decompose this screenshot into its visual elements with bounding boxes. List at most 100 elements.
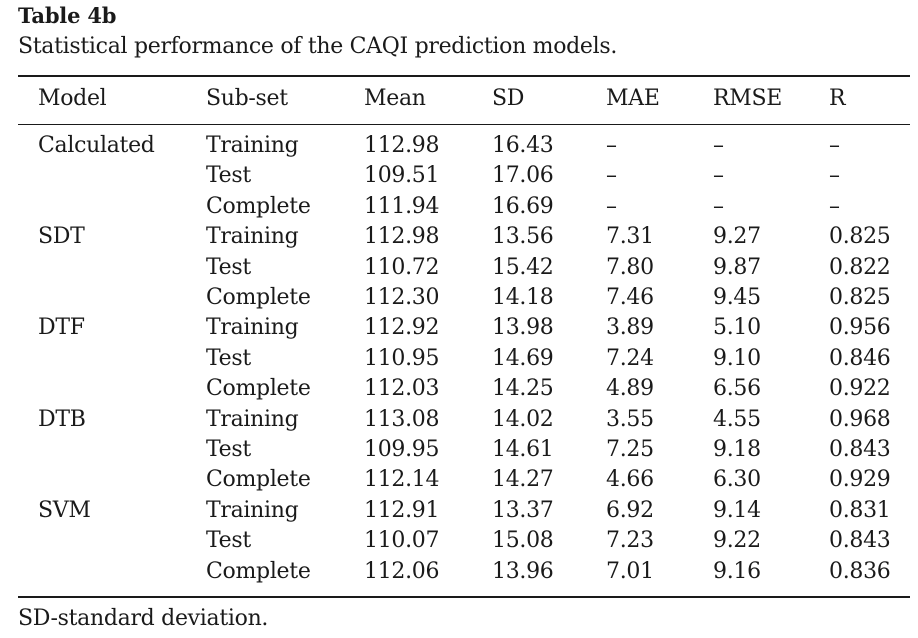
cell-model: DTB: [38, 406, 86, 432]
cell-mae: 7.24: [606, 345, 654, 371]
cell-rmse: 9.18: [713, 437, 761, 462]
cell-mae: 6.92: [606, 497, 654, 523]
cell-r: 0.843: [829, 528, 891, 554]
header-r: R: [829, 86, 846, 111]
cell-rmse: 9.27: [713, 224, 761, 250]
cell-r: 0.929: [829, 467, 891, 493]
cell-mean: 112.14: [364, 467, 440, 493]
cell-subset: Training: [206, 497, 299, 523]
cell-mean: 112.06: [364, 558, 440, 584]
cell-r: 0.825: [829, 224, 891, 250]
cell-mae: 7.80: [606, 254, 654, 280]
cell-r: 0.968: [829, 406, 891, 432]
cell-mean: 112.30: [364, 285, 440, 310]
cell-mean: 110.95: [364, 345, 440, 371]
cell-r: 0.836: [829, 558, 891, 584]
cell-subset: Test: [206, 254, 251, 280]
cell-subset: Complete: [206, 558, 311, 584]
cell-model: SVM: [38, 497, 91, 523]
table-row: Test 110.95 14.69 7.24 9.10 0.846: [0, 346, 918, 376]
header-rule: [18, 124, 910, 125]
cell-sd: 13.96: [492, 558, 554, 584]
cell-subset: Test: [206, 528, 251, 554]
cell-sd: 14.69: [492, 345, 554, 371]
cell-subset: Complete: [206, 376, 311, 402]
cell-rmse: 9.16: [713, 558, 761, 584]
table-title: Table 4b: [18, 3, 117, 28]
table-row: Complete 112.03 14.25 4.89 6.56 0.922: [0, 376, 918, 406]
cell-subset: Complete: [206, 285, 311, 310]
table-caption: Statistical performance of the CAQI pred…: [18, 34, 618, 59]
cell-rmse: 5.10: [713, 315, 761, 341]
bottom-rule: [18, 596, 910, 598]
cell-mean: 112.92: [364, 315, 440, 341]
cell-mean: 109.51: [364, 163, 440, 189]
cell-mae: 3.89: [606, 315, 654, 341]
cell-rmse: 9.14: [713, 497, 761, 523]
cell-mae: 7.31: [606, 224, 654, 250]
cell-rmse: –: [713, 163, 724, 189]
cell-subset: Complete: [206, 193, 311, 219]
cell-mean: 113.08: [364, 406, 440, 432]
table-row: SDT Training 112.98 13.56 7.31 9.27 0.825: [0, 224, 918, 254]
table-footnote: SD-standard deviation.: [18, 606, 269, 631]
cell-r: 0.846: [829, 345, 891, 371]
cell-sd: 13.56: [492, 224, 554, 250]
cell-rmse: 9.22: [713, 528, 761, 554]
cell-mean: 111.94: [364, 193, 440, 219]
top-rule: [18, 75, 910, 77]
header-rmse: RMSE: [713, 86, 783, 111]
cell-subset: Training: [206, 406, 299, 432]
header-row: Model Sub-set Mean SD MAE RMSE R: [0, 86, 918, 116]
table-row: Test 110.72 15.42 7.80 9.87 0.822: [0, 255, 918, 285]
cell-sd: 14.18: [492, 285, 554, 310]
cell-r: 0.956: [829, 315, 891, 341]
cell-rmse: –: [713, 193, 724, 219]
cell-r: 0.843: [829, 437, 891, 462]
cell-mae: 4.89: [606, 376, 654, 402]
table-row: Test 109.51 17.06 – – –: [0, 163, 918, 193]
cell-model: Calculated: [38, 133, 155, 158]
cell-sd: 14.02: [492, 406, 554, 432]
cell-mae: –: [606, 163, 617, 189]
cell-mae: 7.23: [606, 528, 654, 554]
cell-sd: 14.27: [492, 467, 554, 493]
cell-rmse: 9.10: [713, 345, 761, 371]
cell-model: DTF: [38, 315, 85, 341]
cell-mean: 112.98: [364, 224, 440, 250]
cell-sd: 15.42: [492, 254, 554, 280]
cell-subset: Training: [206, 133, 299, 158]
cell-rmse: 4.55: [713, 406, 761, 432]
cell-subset: Training: [206, 224, 299, 250]
cell-sd: 13.37: [492, 497, 554, 523]
cell-sd: 14.25: [492, 376, 554, 402]
table-row: SVM Training 112.91 13.37 6.92 9.14 0.831: [0, 498, 918, 528]
table-row: Test 110.07 15.08 7.23 9.22 0.843: [0, 528, 918, 558]
cell-sd: 16.69: [492, 193, 554, 219]
table-row: Complete 112.14 14.27 4.66 6.30 0.929: [0, 467, 918, 497]
table-row: DTF Training 112.92 13.98 3.89 5.10 0.956: [0, 315, 918, 345]
table-row: Complete 112.30 14.18 7.46 9.45 0.825: [0, 285, 918, 315]
cell-sd: 16.43: [492, 133, 554, 158]
header-model: Model: [38, 86, 107, 111]
cell-mae: –: [606, 193, 617, 219]
header-mae: MAE: [606, 86, 660, 111]
cell-r: 0.922: [829, 376, 891, 402]
table-row: Complete 111.94 16.69 – – –: [0, 194, 918, 224]
table-row: DTB Training 113.08 14.02 3.55 4.55 0.968: [0, 407, 918, 437]
cell-r: 0.825: [829, 285, 891, 310]
cell-model: SDT: [38, 224, 85, 250]
cell-rmse: 6.56: [713, 376, 761, 402]
cell-sd: 14.61: [492, 437, 554, 462]
cell-sd: 15.08: [492, 528, 554, 554]
cell-mean: 112.03: [364, 376, 440, 402]
table-row: Test 109.95 14.61 7.25 9.18 0.843: [0, 437, 918, 467]
cell-r: 0.822: [829, 254, 891, 280]
header-sd: SD: [492, 86, 525, 111]
cell-subset: Test: [206, 437, 251, 462]
cell-mae: 7.25: [606, 437, 654, 462]
cell-mean: 110.07: [364, 528, 440, 554]
cell-subset: Test: [206, 163, 251, 189]
cell-mae: 7.01: [606, 558, 654, 584]
cell-sd: 17.06: [492, 163, 554, 189]
